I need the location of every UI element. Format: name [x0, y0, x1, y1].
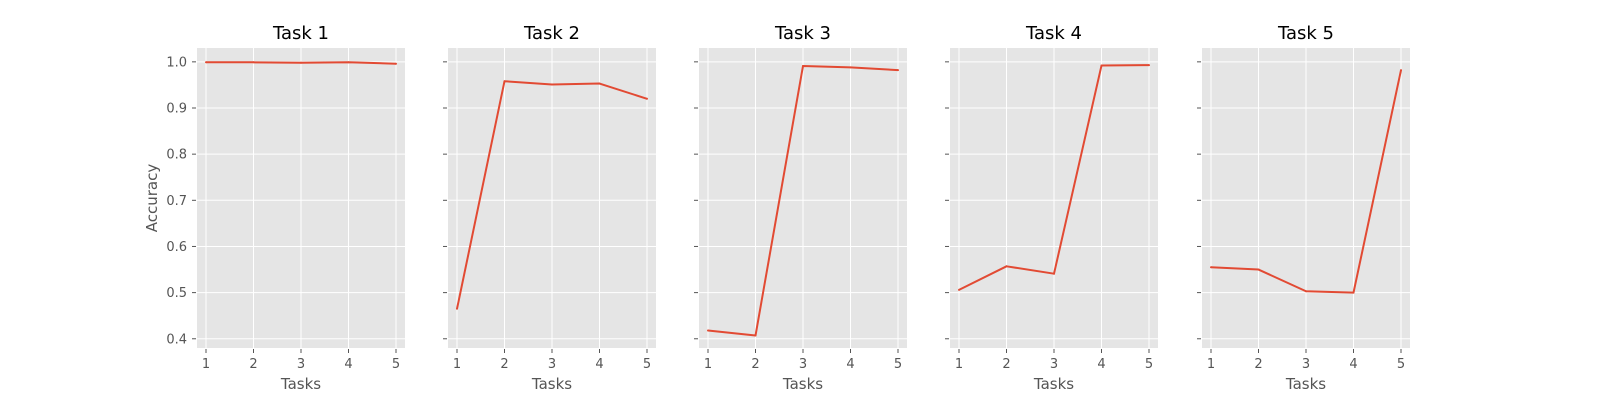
- data-point: [456, 307, 458, 310]
- x-tick-label: 2: [751, 357, 759, 372]
- y-tick-label: 0.6: [166, 240, 187, 255]
- x-tick-label: 2: [249, 357, 257, 372]
- data-point: [1400, 69, 1402, 72]
- data-point: [395, 62, 397, 65]
- x-tick-label: 1: [453, 357, 461, 372]
- data-point: [503, 80, 506, 83]
- x-tick-label: 5: [643, 357, 651, 372]
- x-tick-label: 3: [548, 357, 556, 372]
- panel-task-2: 1 2 3 4 5 Task 2 Tasks: [443, 23, 656, 393]
- data-point: [754, 334, 757, 337]
- panel-title: Task 3: [774, 23, 831, 44]
- data-point: [1100, 64, 1103, 67]
- y-tick-label: 0.7: [166, 194, 187, 209]
- panel-title: Task 2: [523, 23, 580, 44]
- data-point: [646, 97, 648, 100]
- panel-title: Task 1: [272, 23, 329, 44]
- panel-task-5: 1 2 3 4 5 Task 5 Tasks: [1197, 23, 1410, 393]
- data-point: [205, 61, 207, 64]
- x-tick-label: 1: [202, 357, 210, 372]
- data-point: [958, 288, 960, 291]
- y-axis-label: Accuracy: [143, 164, 161, 233]
- data-point: [707, 329, 709, 332]
- y-tick-label: 0.8: [166, 148, 187, 163]
- y-tick-label: 0.4: [166, 332, 187, 347]
- x-tick-label: 3: [297, 357, 305, 372]
- x-tick-label: 1: [704, 357, 712, 372]
- panel-task-1: 0.4 0.5 0.6 0.7 0.8 0.9 1.0 1 2 3 4 5 Task 1 Tasks Acc…: [143, 23, 405, 393]
- x-tick-label: 4: [1349, 357, 1357, 372]
- data-point: [1053, 272, 1055, 275]
- data-point: [897, 69, 899, 72]
- panel-task-4: 1 2 3 4 5 Task 4 Tasks: [945, 23, 1158, 393]
- x-axis-label: Tasks: [1033, 375, 1074, 393]
- panel-title: Task 4: [1025, 23, 1082, 44]
- y-tick-label: 1.0: [166, 55, 187, 70]
- data-point: [1352, 291, 1355, 294]
- x-tick-label: 5: [392, 357, 400, 372]
- x-axis-label: Tasks: [280, 375, 321, 393]
- data-point: [1148, 64, 1150, 67]
- x-axis-label: Tasks: [782, 375, 823, 393]
- x-tick-label: 4: [344, 357, 352, 372]
- data-point: [1005, 265, 1008, 268]
- x-tick-label: 5: [1145, 357, 1153, 372]
- x-tick-label: 5: [894, 357, 902, 372]
- x-tick-label: 2: [500, 357, 508, 372]
- data-point: [1210, 266, 1212, 269]
- data-point: [252, 61, 255, 64]
- x-tick-label: 2: [1254, 357, 1262, 372]
- data-point: [551, 83, 553, 86]
- x-tick-label: 5: [1397, 357, 1405, 372]
- data-point: [1305, 290, 1307, 293]
- x-tick-label: 4: [846, 357, 854, 372]
- y-tick-label: 0.5: [166, 286, 187, 301]
- x-tick-label: 2: [1002, 357, 1010, 372]
- x-axis-label: Tasks: [1285, 375, 1326, 393]
- x-tick-label: 3: [799, 357, 807, 372]
- data-point: [300, 61, 302, 64]
- x-tick-label: 3: [1302, 357, 1310, 372]
- data-point: [347, 61, 350, 64]
- data-point: [849, 66, 852, 69]
- x-tick-label: 3: [1050, 357, 1058, 372]
- data-point: [598, 82, 601, 85]
- x-axis-label: Tasks: [531, 375, 572, 393]
- x-tick-label: 1: [1207, 357, 1215, 372]
- y-tick-label: 0.9: [166, 102, 187, 117]
- x-tick-label: 4: [1097, 357, 1105, 372]
- data-point: [1257, 268, 1260, 271]
- panel-title: Task 5: [1277, 23, 1334, 44]
- x-tick-label: 1: [955, 357, 963, 372]
- data-point: [802, 65, 804, 67]
- panel-task-3: 1 2 3 4 5 Task 3 Tasks: [694, 23, 907, 393]
- x-tick-label: 4: [595, 357, 603, 372]
